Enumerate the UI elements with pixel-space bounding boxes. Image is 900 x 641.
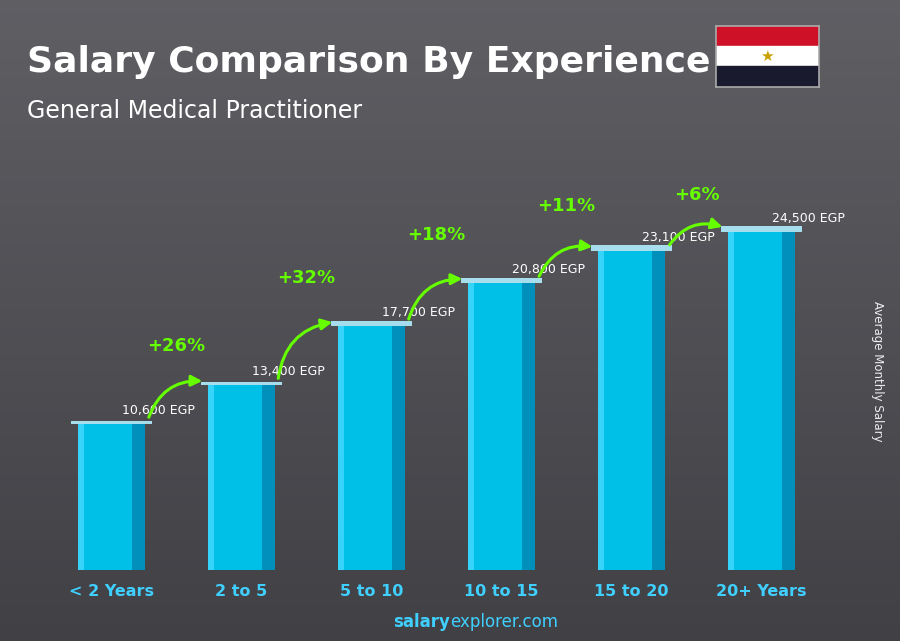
Bar bbox=[522, 283, 536, 570]
Bar bbox=[782, 232, 796, 570]
Bar bbox=[721, 226, 802, 232]
Bar bbox=[716, 46, 819, 66]
Bar bbox=[77, 424, 85, 570]
Bar bbox=[77, 424, 145, 570]
Text: Salary Comparison By Experience: Salary Comparison By Experience bbox=[27, 45, 710, 79]
Bar bbox=[262, 385, 275, 570]
Bar bbox=[716, 26, 819, 46]
Text: +6%: +6% bbox=[674, 187, 719, 204]
Text: +18%: +18% bbox=[408, 226, 465, 244]
Text: 10,600 EGP: 10,600 EGP bbox=[122, 404, 194, 417]
Bar bbox=[728, 232, 796, 570]
Text: salary: salary bbox=[393, 613, 450, 631]
Bar bbox=[208, 385, 275, 570]
Bar bbox=[461, 278, 542, 283]
Bar bbox=[591, 246, 671, 251]
Bar bbox=[598, 251, 604, 570]
Text: Average Monthly Salary: Average Monthly Salary bbox=[871, 301, 884, 442]
Text: 23,100 EGP: 23,100 EGP bbox=[642, 231, 715, 244]
Text: General Medical Practitioner: General Medical Practitioner bbox=[27, 99, 362, 123]
Bar bbox=[468, 283, 536, 570]
Text: +11%: +11% bbox=[537, 197, 596, 215]
Bar bbox=[392, 326, 405, 570]
Bar bbox=[208, 385, 214, 570]
Text: +32%: +32% bbox=[277, 269, 336, 287]
Bar bbox=[132, 424, 145, 570]
Text: explorer.com: explorer.com bbox=[450, 613, 558, 631]
Bar bbox=[202, 382, 282, 385]
Bar bbox=[728, 232, 734, 570]
Text: 20,800 EGP: 20,800 EGP bbox=[512, 263, 585, 276]
Text: 17,700 EGP: 17,700 EGP bbox=[382, 306, 454, 319]
Text: 13,400 EGP: 13,400 EGP bbox=[252, 365, 325, 378]
Bar bbox=[652, 251, 665, 570]
Bar bbox=[338, 326, 344, 570]
Bar bbox=[716, 66, 819, 87]
Text: 24,500 EGP: 24,500 EGP bbox=[772, 212, 845, 225]
Bar bbox=[71, 421, 152, 424]
Text: +26%: +26% bbox=[148, 337, 205, 355]
Bar bbox=[331, 321, 412, 326]
Text: ★: ★ bbox=[760, 49, 774, 63]
Bar bbox=[598, 251, 665, 570]
Bar bbox=[338, 326, 405, 570]
Bar bbox=[468, 283, 474, 570]
